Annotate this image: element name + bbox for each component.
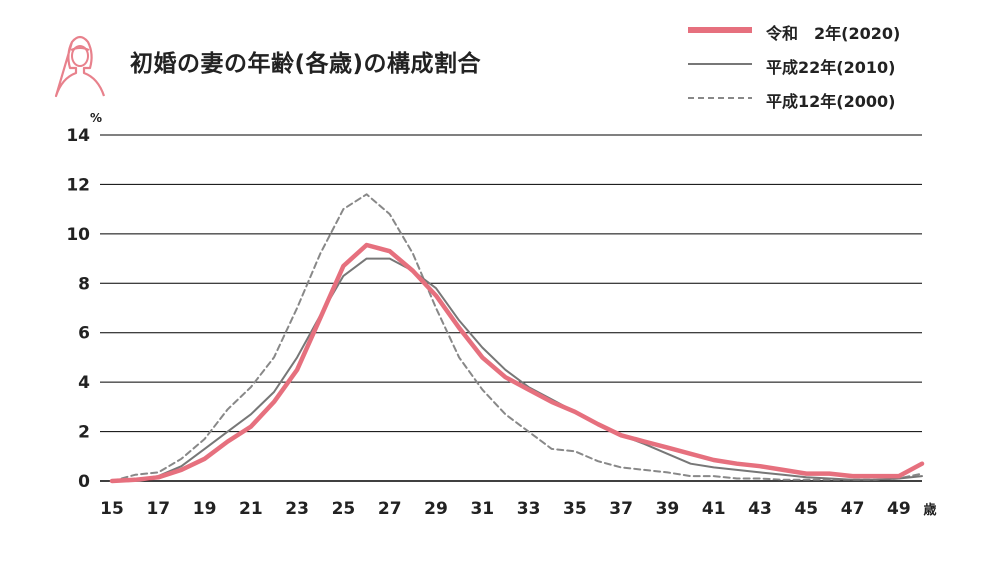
x-tick-label-29: 29 [424,499,448,519]
x-tick-label-35: 35 [563,499,587,519]
x-tick-label-19: 19 [193,499,217,519]
x-tick-label-37: 37 [609,499,633,519]
legend-item-2020: 令和 2年(2020) [688,18,988,43]
legend-item-2010: 平成22年(2010) [688,52,988,77]
x-tick-label-21: 21 [239,499,263,519]
x-tick-label-45: 45 [794,499,818,519]
x-tick-label-25: 25 [332,499,356,519]
series-line-1 [111,257,923,482]
y-tick-label-8: 8 [78,274,90,294]
x-tick-label-31: 31 [470,499,494,519]
legend-swatch-2020 [688,27,752,33]
legend-item-2000: 平成12年(2000) [688,86,988,111]
x-tick-label-39: 39 [656,499,680,519]
y-tick-label-10: 10 [66,225,90,245]
x-tick-label-17: 17 [146,499,170,519]
chart-title: 初婚の妻の年齢(各歳)の構成割合 [130,51,482,77]
x-tick-label-49: 49 [887,499,911,519]
legend-label-2010: 平成22年(2010) [766,58,896,77]
x-tick-label-43: 43 [748,499,772,519]
series-line-0 [109,242,925,484]
y-unit-label: % [90,111,102,125]
x-unit-label: 歳 [923,502,936,518]
y-tick-label-0: 0 [78,472,90,492]
legend-swatch-2010 [688,63,752,65]
x-tick-label-33: 33 [517,499,541,519]
x-tick-label-23: 23 [285,499,309,519]
series-line-2 [111,193,923,482]
legend-swatch-2000 [688,97,752,99]
x-tick-label-47: 47 [841,499,865,519]
woman-avatar-icon [54,35,106,98]
x-tick-label-41: 41 [702,499,726,519]
y-tick-label-14: 14 [66,126,90,146]
y-tick-label-4: 4 [78,373,90,393]
y-tick-label-12: 12 [66,175,90,195]
x-tick-label-27: 27 [378,499,402,519]
legend-label-2020: 令和 2年(2020) [766,24,901,43]
y-tick-label-6: 6 [78,324,90,344]
y-tick-label-2: 2 [78,423,90,443]
legend-label-2000: 平成12年(2000) [766,92,896,111]
x-tick-label-15: 15 [100,499,124,519]
